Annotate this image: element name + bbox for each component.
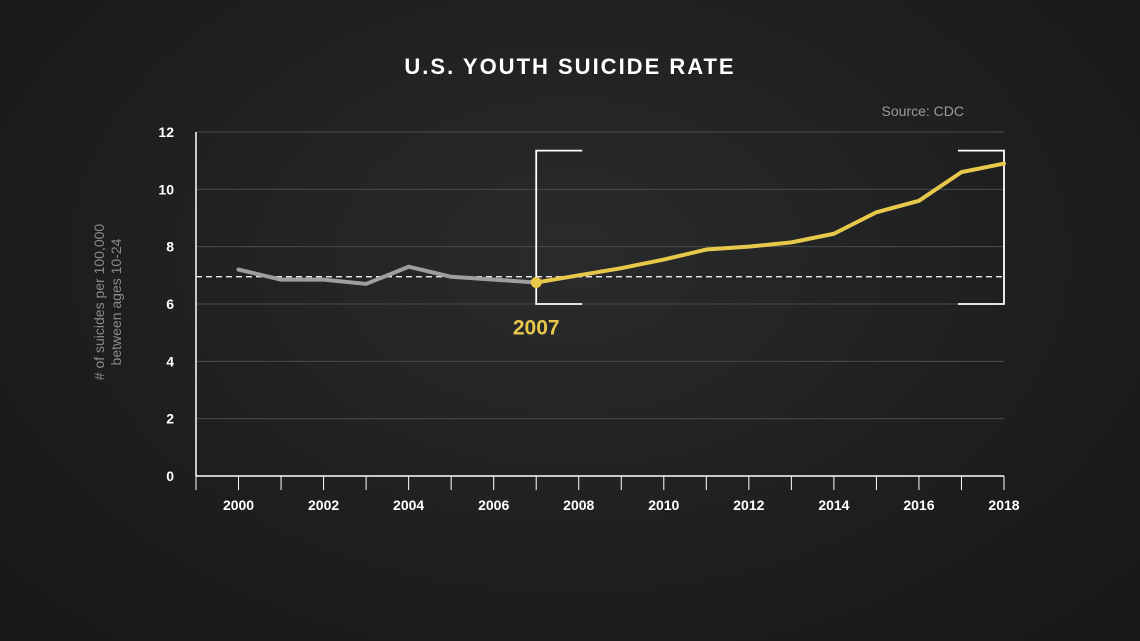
x-tick-label: 2002 [308, 497, 339, 513]
y-tick-label: 4 [166, 353, 174, 369]
annotation-2007: 2007 [513, 317, 560, 340]
x-tick-label: 2014 [818, 497, 849, 513]
x-tick-label: 2006 [478, 497, 509, 513]
chart-title: U.S. YOUTH SUICIDE RATE [404, 54, 736, 79]
x-tick-label: 2008 [563, 497, 594, 513]
y-tick-label: 8 [166, 239, 174, 255]
x-tick-label: 2004 [393, 497, 424, 513]
left-bracket [535, 149, 583, 305]
x-tick-label: 2016 [903, 497, 934, 513]
y-tick-label: 12 [158, 124, 174, 140]
y-tick-label: 0 [166, 468, 174, 484]
y-tick-label: 2 [166, 411, 174, 427]
highlight-point [530, 277, 542, 288]
right-bracket [958, 149, 1005, 305]
x-tick-label: 2000 [223, 497, 254, 513]
x-tick-label: 2012 [733, 497, 764, 513]
source-note: Source: CDC [881, 103, 964, 119]
x-tick-label: 2010 [648, 497, 679, 513]
y-tick-label: 10 [158, 181, 174, 197]
series-line-before-2007 [236, 264, 539, 286]
y-tick-label: 6 [166, 296, 174, 312]
series-line-after-2007 [534, 161, 1006, 285]
x-tick-label: 2018 [988, 497, 1019, 513]
